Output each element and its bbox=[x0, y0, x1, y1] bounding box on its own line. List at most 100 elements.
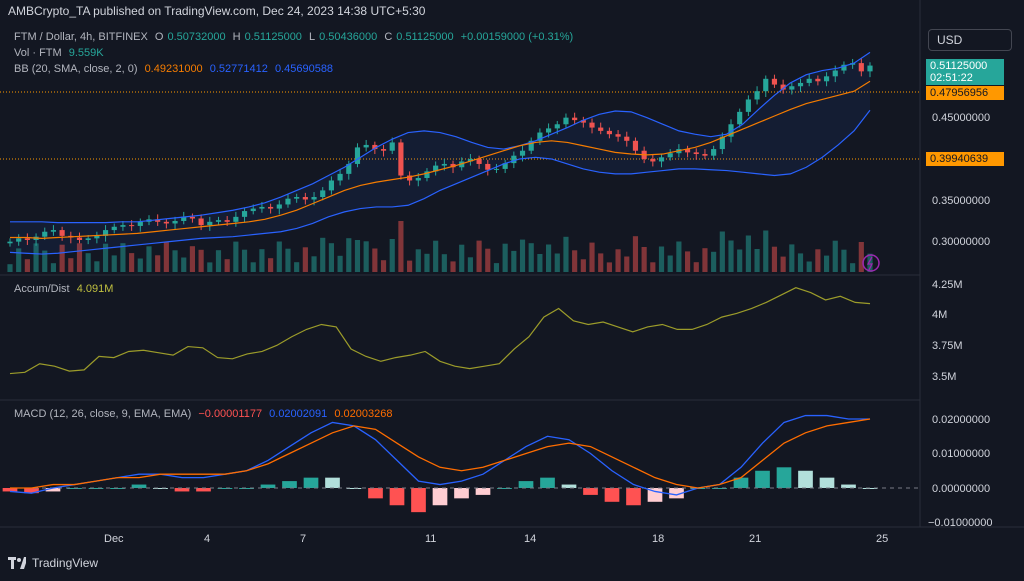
volume-bar bbox=[189, 246, 196, 272]
macd-histogram-bar bbox=[561, 484, 577, 488]
volume-bar bbox=[294, 262, 300, 272]
volume-bar bbox=[771, 246, 778, 272]
volume-bar bbox=[815, 249, 821, 272]
macd-histogram-bar bbox=[454, 488, 469, 499]
volume-bar bbox=[493, 263, 500, 272]
volume-bar bbox=[50, 263, 57, 272]
candle-body bbox=[42, 231, 48, 237]
candle-body bbox=[546, 128, 552, 133]
volume-legend: Vol · FTM 9.559K bbox=[14, 47, 108, 59]
lightning-icon bbox=[866, 256, 874, 271]
macd-histogram-bar bbox=[604, 488, 620, 502]
volume-bar bbox=[441, 254, 447, 272]
volume-bar bbox=[276, 241, 282, 272]
volume-bar bbox=[850, 263, 856, 272]
volume-bar bbox=[42, 250, 48, 272]
volume-bar bbox=[823, 255, 830, 272]
candle-body bbox=[537, 132, 543, 141]
candle-body bbox=[693, 152, 699, 155]
volume-bar bbox=[33, 243, 39, 272]
volume-bar bbox=[207, 262, 213, 272]
volume-bar bbox=[789, 244, 795, 272]
volume-bar bbox=[354, 240, 361, 272]
volume-bar bbox=[806, 261, 812, 272]
candle-body bbox=[94, 235, 100, 239]
candle-body bbox=[711, 149, 717, 156]
volume-bar bbox=[598, 253, 604, 272]
volume-bar bbox=[85, 253, 91, 272]
candle-body bbox=[806, 78, 812, 83]
bb-band-area bbox=[10, 52, 870, 255]
candle-body bbox=[372, 144, 378, 150]
volume-bar bbox=[641, 247, 647, 272]
volume-bar bbox=[728, 240, 734, 272]
candle-body bbox=[450, 163, 456, 168]
y-axis-ad: 4.25M 4M 3.75M 3.5M bbox=[932, 279, 963, 383]
macd-histogram-bar bbox=[282, 481, 297, 488]
macd-histogram-bar bbox=[432, 488, 448, 506]
candle-body bbox=[328, 180, 334, 191]
candle-body bbox=[858, 63, 864, 72]
publication-info: AMBCrypto_TA published on TradingView.co… bbox=[8, 4, 426, 18]
replay-icon[interactable] bbox=[862, 254, 880, 272]
bb-lower-value: 0.45690588 bbox=[274, 63, 334, 75]
macd-histogram-bar bbox=[368, 488, 383, 499]
volume-bar bbox=[546, 244, 552, 272]
candle-body bbox=[120, 225, 126, 227]
volume-bar bbox=[250, 262, 256, 272]
high-label: H bbox=[232, 31, 241, 43]
candle-body bbox=[337, 173, 343, 181]
volume-bar bbox=[711, 251, 717, 272]
macd-histogram-bar bbox=[669, 488, 684, 499]
volume-bar bbox=[233, 241, 239, 272]
volume-bar bbox=[832, 240, 838, 272]
candle-body bbox=[233, 216, 239, 222]
volume-bar bbox=[311, 256, 317, 272]
candle-body bbox=[129, 225, 135, 227]
volume-bar bbox=[502, 243, 508, 272]
volume-bar bbox=[163, 242, 169, 272]
candle-body bbox=[467, 158, 473, 162]
volume-bar bbox=[780, 256, 786, 272]
candle-body bbox=[398, 142, 404, 176]
volume-label: Vol · FTM bbox=[14, 47, 62, 59]
footer-brand-label: TradingView bbox=[32, 556, 99, 570]
candle-body bbox=[268, 206, 274, 209]
candle-body bbox=[250, 208, 256, 212]
bb-upper-line bbox=[10, 51, 871, 224]
volume-bar bbox=[398, 221, 404, 272]
candle-body bbox=[389, 142, 395, 151]
currency-button[interactable]: USD bbox=[928, 29, 1012, 51]
volume-bar bbox=[763, 230, 769, 272]
x-tick: 4 bbox=[204, 533, 210, 545]
volume-bar bbox=[554, 253, 560, 272]
volume-bar bbox=[181, 257, 187, 272]
volume-bar bbox=[268, 258, 274, 272]
candle-body bbox=[702, 154, 708, 156]
volume-bar bbox=[580, 259, 586, 272]
macd-histogram-bar bbox=[196, 488, 211, 492]
volume-bar bbox=[120, 243, 126, 272]
candle-body bbox=[493, 168, 500, 170]
macd-histogram-bar bbox=[217, 488, 233, 489]
ad-value: 4.091M bbox=[76, 283, 114, 295]
x-tick: 14 bbox=[524, 533, 536, 545]
candlestick-series bbox=[7, 58, 873, 247]
candle-body bbox=[632, 140, 639, 151]
x-tick: 7 bbox=[300, 533, 306, 545]
close-value: 0.51125000 bbox=[396, 31, 454, 43]
candle-body bbox=[424, 171, 430, 178]
volume-bar bbox=[624, 256, 630, 272]
volume-bar bbox=[467, 257, 473, 272]
macd-histogram-bar bbox=[583, 488, 598, 495]
macd-hist-value: −0.00001177 bbox=[198, 408, 263, 420]
y-tick: 0.01000000 bbox=[932, 448, 990, 460]
candle-body bbox=[650, 158, 656, 162]
candle-body bbox=[311, 197, 317, 200]
macd-histogram-bar bbox=[819, 477, 835, 488]
candle-body bbox=[528, 140, 534, 151]
candle-body bbox=[823, 76, 830, 82]
macd-histogram-bar bbox=[411, 488, 426, 513]
candle-body bbox=[797, 82, 804, 87]
